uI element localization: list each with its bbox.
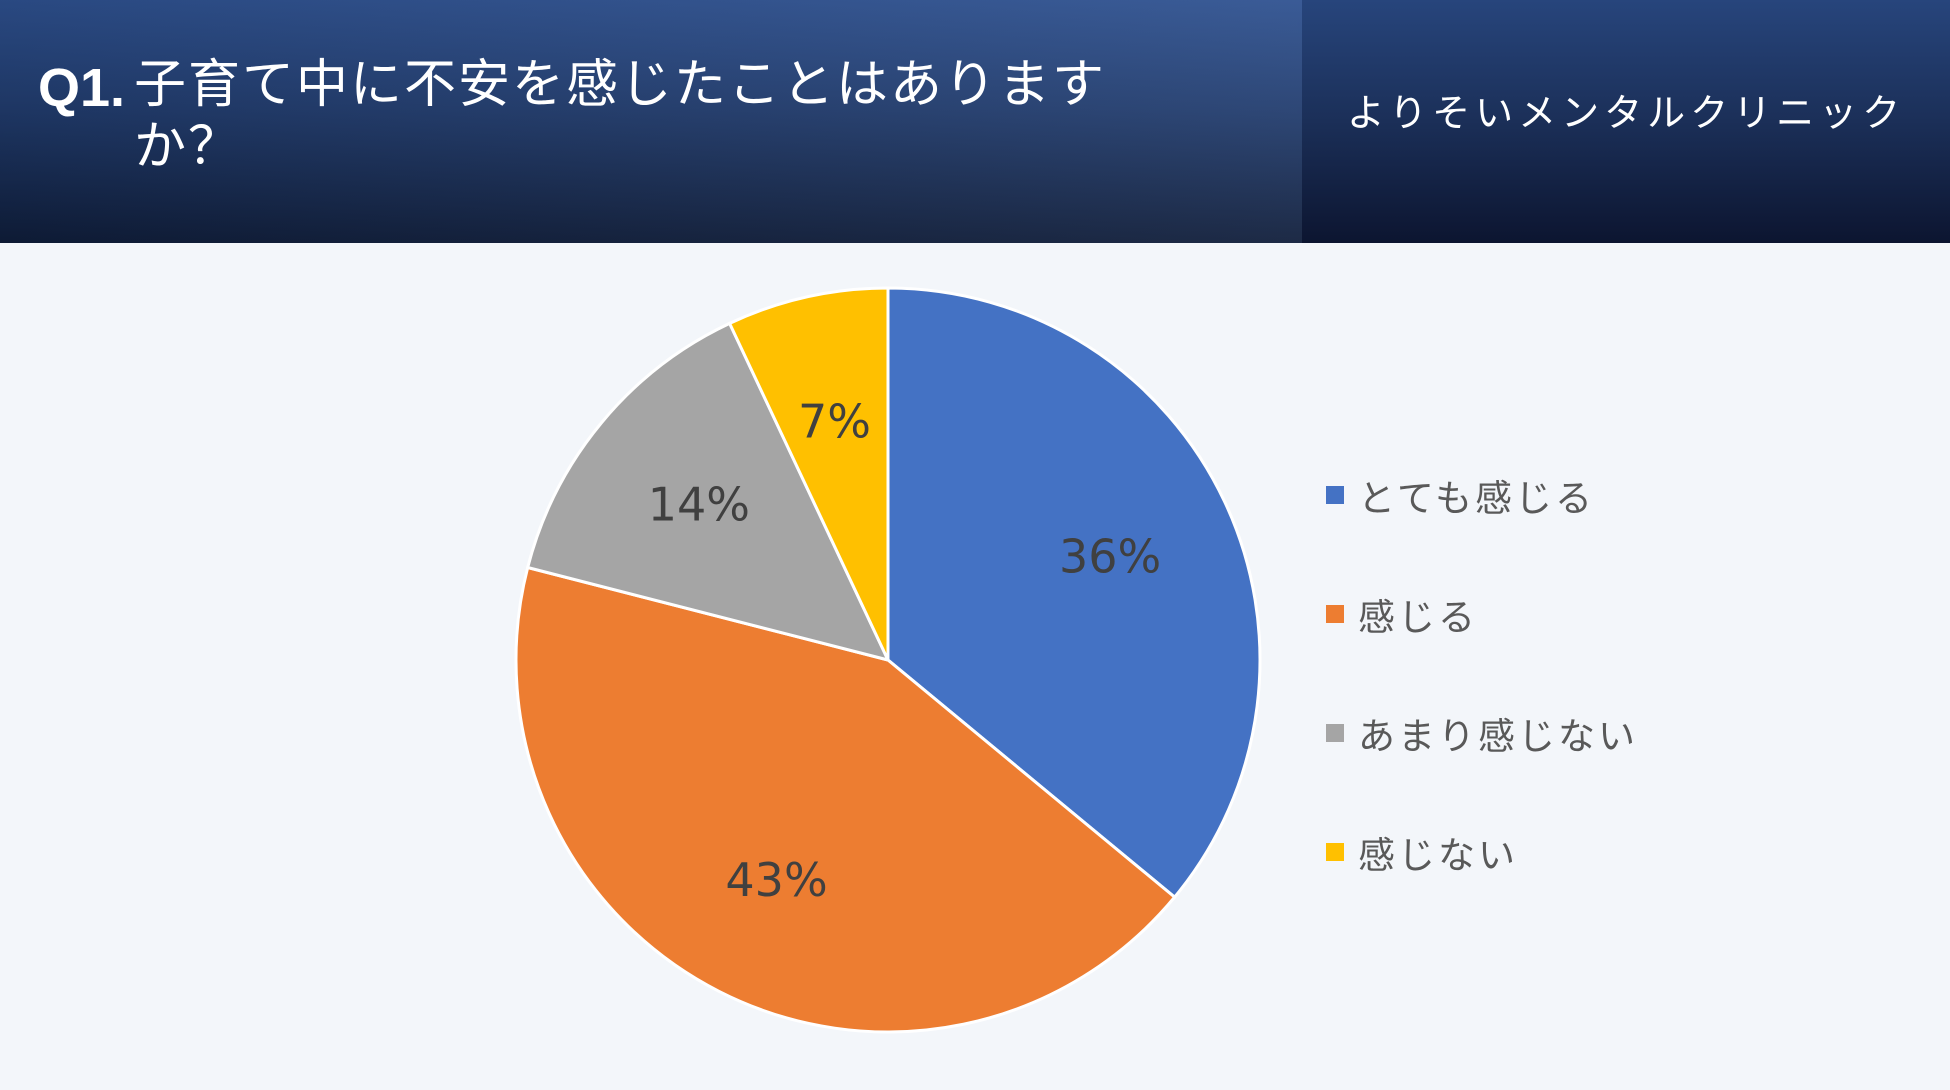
pie-slice-3	[525, 321, 891, 663]
pie-slice-2	[514, 565, 1177, 1034]
legend-item: 感じない	[1326, 827, 1746, 877]
legend-label: あまり感じない	[1358, 715, 1638, 758]
clinic-name: よりそいメンタルクリニック	[1346, 91, 1906, 135]
header-banner: Q1. 子育て中に不安を感じたことはありますか？ よりそいメンタルクリニック	[0, 0, 1950, 243]
data-label-4: 7%	[798, 394, 871, 448]
clinic-panel	[1302, 0, 1950, 243]
pie-chart: 36% 43% 14% 7%	[514, 286, 1262, 1034]
legend-label: とても感じる	[1358, 477, 1596, 520]
pie-slice-4	[727, 286, 890, 661]
legend-swatch	[1326, 605, 1344, 623]
legend-item: 感じる	[1326, 589, 1746, 639]
legend-swatch	[1326, 486, 1344, 504]
legend-item: あまり感じない	[1326, 708, 1746, 758]
legend-swatch	[1326, 724, 1344, 742]
legend-label: 感じる	[1358, 596, 1478, 639]
pie-slice-1	[886, 286, 1262, 900]
data-label-2: 43%	[725, 853, 827, 907]
data-label-3: 14%	[648, 477, 750, 531]
question-number: Q1.	[38, 58, 126, 118]
legend-swatch	[1326, 843, 1344, 861]
data-label-1: 36%	[1059, 529, 1161, 583]
legend-item: とても感じる	[1326, 470, 1746, 520]
legend-label: 感じない	[1358, 834, 1518, 877]
question-title: 子育て中に不安を感じたことはありますか？	[134, 55, 1107, 177]
title-panel	[0, 0, 1302, 243]
